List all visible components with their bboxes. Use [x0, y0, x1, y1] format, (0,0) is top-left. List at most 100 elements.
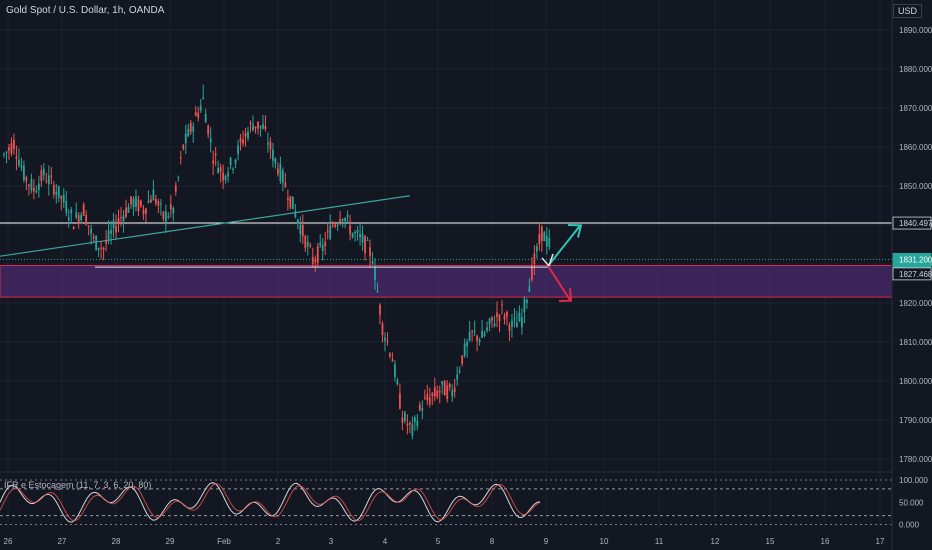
candle-body	[227, 172, 229, 177]
candle-body	[326, 230, 329, 233]
candle-body	[50, 175, 53, 177]
candle-body	[491, 316, 493, 321]
candle-body	[15, 156, 18, 159]
osc-tick-label: 0.000	[899, 521, 920, 530]
candle-body	[204, 114, 207, 123]
candle-body	[344, 217, 347, 222]
candle-body	[279, 163, 282, 182]
candle-body	[379, 304, 381, 315]
candle-body	[97, 247, 100, 251]
candle-body	[187, 128, 190, 137]
time-tick-label: 9	[544, 537, 549, 546]
candle-body	[535, 246, 538, 252]
candle-body	[473, 331, 476, 333]
time-tick-label: Feb	[217, 537, 231, 546]
candle-body	[20, 165, 23, 168]
candle-body	[294, 211, 297, 218]
candle-body	[331, 225, 334, 227]
candle-body	[72, 226, 75, 230]
candle-body	[381, 323, 384, 336]
time-tick-label: 29	[166, 537, 175, 546]
candle-body	[359, 234, 361, 238]
candle-body	[389, 353, 391, 357]
candle-body	[438, 390, 441, 393]
candle-body	[162, 211, 165, 219]
candle-body	[486, 327, 488, 331]
candle-body	[247, 131, 249, 139]
time-tick-label: 27	[58, 537, 67, 546]
candle-body	[481, 330, 483, 338]
candle-body	[25, 177, 28, 182]
candle-body	[458, 370, 461, 372]
candle-body	[277, 168, 279, 174]
chart-title: Gold Spot / U.S. Dollar, 1h, OANDA	[6, 5, 165, 16]
osc-tick-label: 100.000	[899, 476, 928, 485]
price-tick-label: 1790.000	[899, 416, 932, 425]
candle-body	[471, 330, 474, 332]
currency-button[interactable]: USD	[892, 4, 922, 18]
candle-body	[120, 217, 122, 219]
time-tick-label: 28	[112, 537, 121, 546]
candle-body	[65, 201, 68, 214]
candle-body	[521, 317, 523, 328]
candle-body	[102, 247, 105, 250]
candle-body	[533, 253, 536, 265]
candle-body	[150, 199, 152, 203]
candle-body	[164, 211, 167, 222]
candle-body	[42, 168, 45, 176]
candle-body	[428, 397, 431, 405]
candle-body	[488, 318, 491, 324]
candle-body	[115, 226, 117, 233]
price-tick-label: 1860.000	[899, 143, 932, 152]
candle-body	[117, 218, 120, 224]
candle-body	[167, 215, 170, 218]
candle-body	[418, 404, 421, 411]
candle-body	[70, 209, 73, 214]
candle-body	[451, 390, 454, 397]
candle-body	[436, 390, 439, 398]
candle-body	[329, 225, 332, 239]
candle-body	[498, 314, 501, 322]
candle-body	[259, 125, 262, 128]
candle-body	[47, 175, 50, 185]
candle-body	[446, 385, 449, 400]
price-zone	[0, 265, 893, 298]
candle-body	[339, 219, 342, 224]
candle-body	[341, 219, 344, 221]
candle-body	[361, 234, 364, 243]
candle-body	[37, 183, 40, 191]
candle-body	[132, 198, 135, 208]
cursor-mark	[541, 257, 550, 267]
candle-body	[423, 397, 426, 399]
candle-body	[272, 149, 274, 161]
stoch-d-line	[0, 483, 541, 522]
stoch-k-line	[0, 482, 541, 523]
candle-body	[45, 181, 48, 183]
candle-body	[90, 228, 93, 234]
candle-body	[406, 423, 409, 426]
candle-body	[306, 241, 309, 247]
candle-body	[57, 185, 60, 198]
price-label-box	[892, 216, 932, 230]
time-tick-label: 8	[490, 537, 495, 546]
candle-body	[75, 212, 78, 218]
candle-body	[496, 312, 498, 317]
candle-body	[197, 112, 200, 118]
candle-body	[476, 335, 478, 342]
candle-body	[321, 244, 324, 252]
candle-body	[110, 230, 112, 234]
candle-body	[237, 145, 239, 155]
price-label-box	[892, 267, 932, 281]
candle-body	[242, 139, 244, 144]
candle-body	[456, 374, 459, 380]
bullish-arrow	[547, 224, 583, 267]
candle-body	[543, 232, 546, 242]
candle-body	[468, 331, 471, 341]
candle-body	[461, 355, 464, 364]
candle-body	[448, 383, 451, 388]
candle-body	[304, 236, 307, 249]
time-tick-label: 10	[600, 537, 609, 546]
candle-body	[80, 214, 83, 220]
candle-body	[40, 170, 43, 182]
